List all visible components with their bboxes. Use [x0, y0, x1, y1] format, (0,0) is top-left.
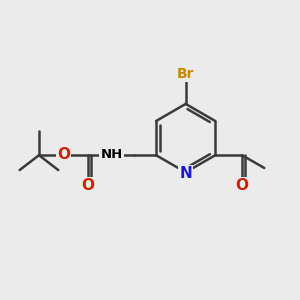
Text: O: O — [81, 178, 94, 193]
Text: Br: Br — [177, 67, 194, 81]
Text: O: O — [57, 146, 70, 161]
Text: O: O — [236, 178, 248, 193]
Text: N: N — [179, 166, 192, 181]
Text: NH: NH — [100, 148, 123, 160]
